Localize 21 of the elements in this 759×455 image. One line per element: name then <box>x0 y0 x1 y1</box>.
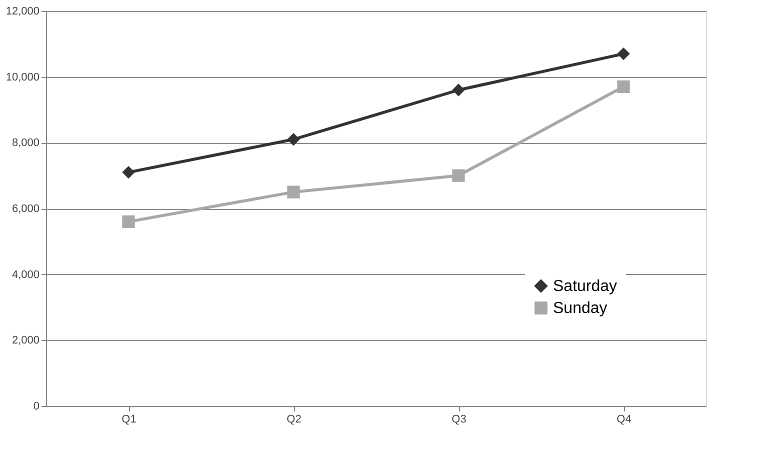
y-tick-label: 0 <box>33 400 40 412</box>
point <box>617 80 630 94</box>
x-tick-label: Q3 <box>452 414 466 426</box>
point <box>452 169 465 182</box>
y-tick-label: 10,000 <box>6 71 40 84</box>
x-tick-label: Q1 <box>122 414 136 426</box>
point <box>287 133 300 146</box>
point <box>122 215 135 228</box>
point <box>617 47 630 60</box>
legend-label: Sunday <box>553 300 608 317</box>
x-tick-label: Q4 <box>616 414 632 426</box>
y-tick-label: 4,000 <box>12 268 40 281</box>
point <box>287 186 300 198</box>
y-tick-label: 8,000 <box>12 137 40 150</box>
legend-label: Saturday <box>553 278 618 295</box>
point <box>122 166 135 179</box>
y-tick-label: 2,000 <box>12 334 40 347</box>
y-tick-label: 12,000 <box>6 6 40 18</box>
x-tick-label: Q2 <box>286 414 302 426</box>
y-tick-label: 6,000 <box>12 203 40 215</box>
point <box>452 84 465 96</box>
